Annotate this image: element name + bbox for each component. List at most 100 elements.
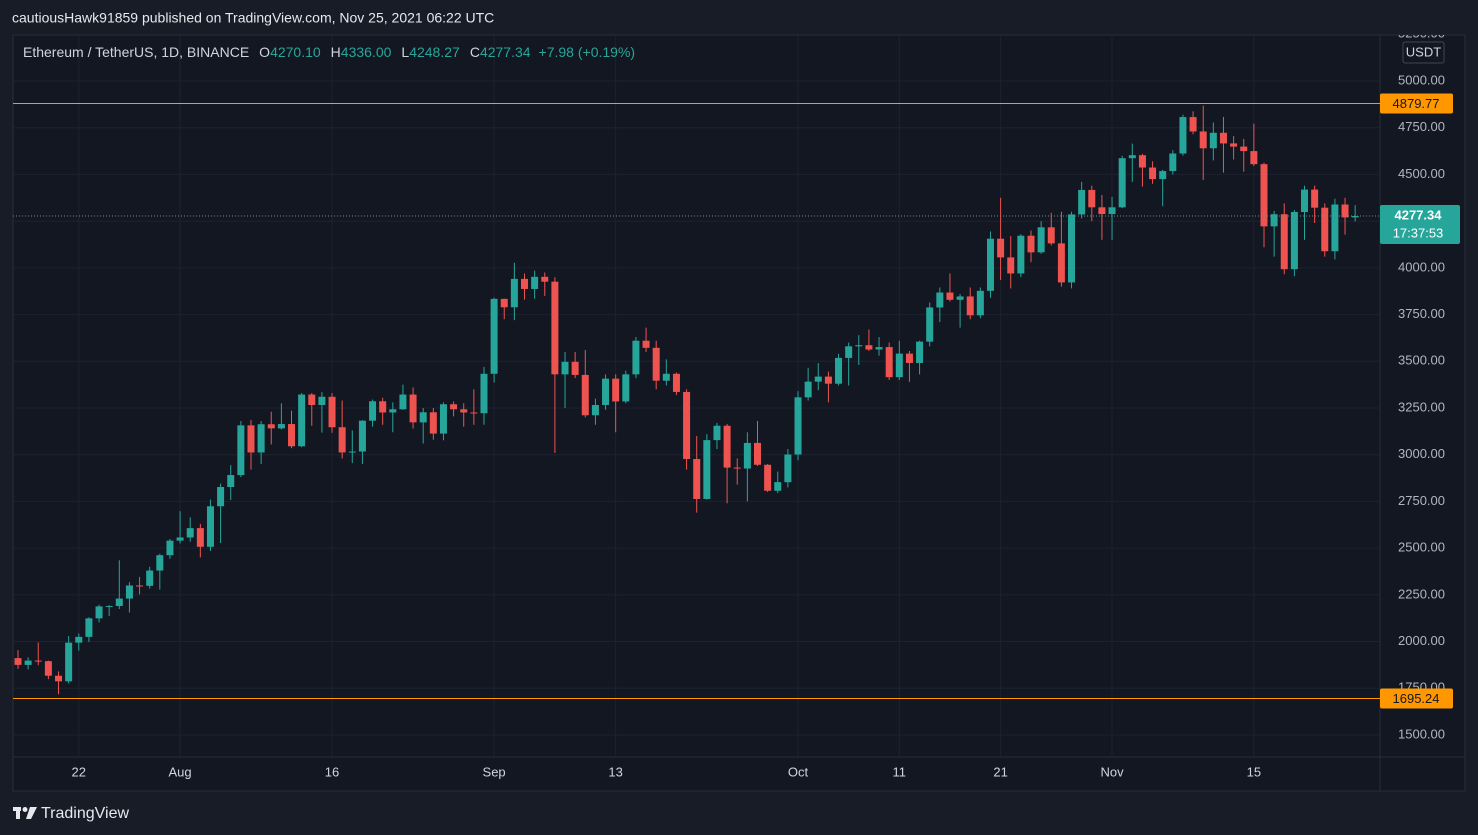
candle-body (1159, 171, 1167, 180)
candle-body (105, 606, 113, 608)
candle-body (44, 661, 52, 676)
candle-body (591, 404, 599, 416)
legend-value: 4248.27 (409, 44, 460, 60)
candle-body (55, 675, 63, 682)
candle-body (389, 409, 397, 413)
level-badge (1380, 688, 1453, 709)
x-tick-label: Aug (169, 764, 192, 779)
candle-body (612, 378, 620, 402)
candle-body (429, 412, 437, 434)
candle-body (257, 424, 265, 453)
candle-body (774, 482, 782, 491)
candle-body (34, 660, 42, 662)
candle-body (571, 361, 579, 375)
y-tick-label: 4750.00 (1398, 119, 1445, 134)
legend-letter: O (259, 44, 270, 60)
candle-body (662, 373, 670, 381)
candle-body (602, 378, 610, 405)
candle-body (632, 340, 640, 375)
candle-body (470, 412, 478, 414)
candle-body (784, 454, 792, 483)
candle-body (1209, 132, 1217, 149)
x-tick-label: Sep (483, 764, 506, 779)
x-tick-label: 11 (893, 764, 907, 779)
candle-body (115, 598, 123, 607)
x-tick-label: Oct (788, 764, 809, 779)
candle-body (1027, 235, 1035, 253)
candle-body (318, 396, 326, 405)
candle-body (561, 361, 569, 375)
candle-body (450, 404, 458, 410)
candle-body (1118, 158, 1126, 208)
candle-body (1311, 189, 1319, 208)
y-tick-label: 4000.00 (1398, 259, 1445, 274)
candle-body (75, 636, 83, 643)
candle-body (24, 660, 32, 665)
candle-body (369, 401, 377, 421)
x-tick-label: 13 (608, 764, 622, 779)
logo (13, 807, 37, 819)
legend-letter: C (470, 44, 480, 60)
level-badge (1380, 93, 1453, 114)
y-tick-label: 5250.00 (1398, 26, 1445, 41)
x-tick-label: Nov (1100, 764, 1124, 779)
candle-body (865, 345, 873, 350)
x-tick-label: 21 (993, 764, 1007, 779)
candle-body (460, 409, 468, 413)
candle-body (541, 276, 549, 282)
y-tick-label: 3500.00 (1398, 353, 1445, 368)
candle-body (672, 373, 680, 392)
legend-letter: L (401, 44, 409, 60)
y-tick-label: 3750.00 (1398, 306, 1445, 321)
candle-body (65, 642, 73, 682)
candle-body (905, 353, 913, 363)
candle-body (1280, 214, 1288, 270)
candle-body (1250, 151, 1258, 165)
y-tick-label: 4500.00 (1398, 166, 1445, 181)
candle-body (125, 585, 133, 599)
level-label: 4879.77 (1393, 96, 1440, 111)
candle-body (176, 537, 184, 541)
candle-body (1037, 227, 1045, 253)
candle-body (328, 396, 336, 428)
candle-body (1138, 155, 1146, 168)
y-tick-label: 5000.00 (1398, 72, 1445, 87)
y-tick-label: 1500.00 (1398, 726, 1445, 741)
y-tick-label: 3250.00 (1398, 399, 1445, 414)
candle-body (997, 238, 1005, 258)
candle-body (521, 278, 528, 289)
candle-body (1341, 204, 1349, 218)
candle-body (895, 353, 903, 378)
candle-body (1230, 143, 1238, 147)
candle-body (308, 394, 316, 405)
x-tick-label: 16 (325, 764, 339, 779)
candle-body (510, 278, 518, 308)
candle-body (1017, 235, 1025, 274)
candle-body (1331, 204, 1339, 252)
candle-body (824, 376, 832, 384)
candle-body (1199, 131, 1207, 149)
legend-value: 4336.00 (341, 44, 392, 60)
candle-body (743, 442, 751, 469)
candle-body (1078, 189, 1086, 215)
last-price-label: 4277.34 (1395, 207, 1443, 222)
currency-badge (1402, 41, 1445, 64)
candle-body (146, 570, 154, 586)
x-tick-label: 15 (1247, 764, 1261, 779)
candle-body (409, 394, 417, 423)
candle-body (399, 394, 407, 410)
y-tick-label: 2750.00 (1398, 493, 1445, 508)
grid (13, 35, 1380, 757)
candle-body (693, 458, 701, 499)
candle-body (936, 292, 944, 308)
candle-body (1301, 189, 1309, 212)
candle-body (1189, 117, 1197, 132)
candle-body (703, 440, 711, 499)
candle-body (733, 467, 741, 469)
candle-body (186, 528, 194, 538)
candle-body (1108, 207, 1116, 215)
candle-body (551, 281, 559, 375)
last-price-badge (1380, 205, 1460, 245)
